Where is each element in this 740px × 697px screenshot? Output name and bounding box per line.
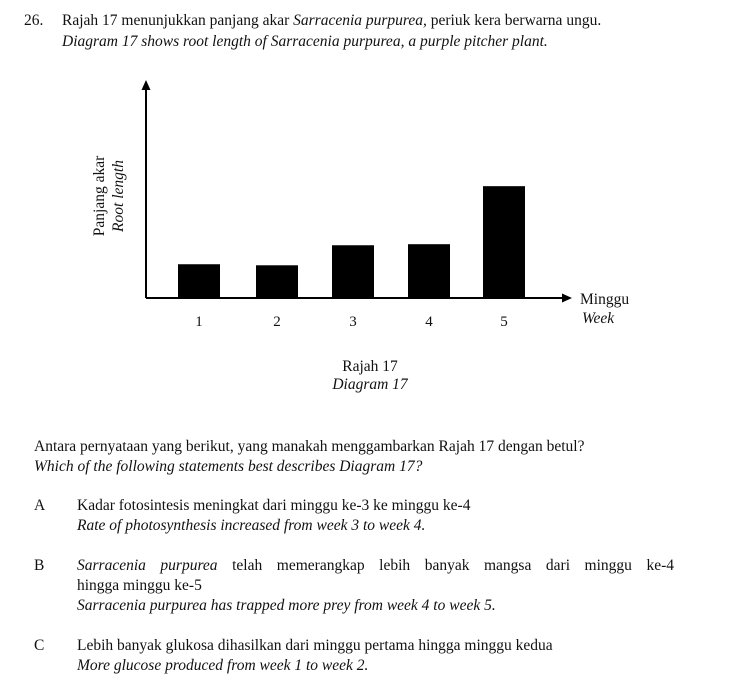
chart-tick-labels: 1 2 3 4 5 xyxy=(195,314,508,330)
x-axis-label-english: Week xyxy=(582,310,615,327)
bar-chart: 1 2 3 4 5 Minggu Week Panjang akar Root length xyxy=(91,80,629,330)
y-axis-label-english: Root length xyxy=(110,160,127,233)
option-b-letter[interactable]: B xyxy=(34,557,45,574)
option-a-letter[interactable]: A xyxy=(34,497,46,514)
option-b-english[interactable]: Sarracenia purpurea has trapped more pre… xyxy=(77,597,496,614)
x-tick-label: 5 xyxy=(500,314,508,330)
x-axis-arrowhead xyxy=(562,293,572,303)
option-a-english[interactable]: Rate of photosynthesis increased from we… xyxy=(77,517,426,534)
x-tick-label: 3 xyxy=(349,314,357,330)
bar-week-2 xyxy=(256,265,298,298)
bar-week-1 xyxy=(178,264,220,298)
species-name: Sarracenia purpurea, xyxy=(293,12,427,29)
x-tick-label: 2 xyxy=(273,314,281,330)
option-c-malay[interactable]: Lebih banyak glukosa dihasilkan dari min… xyxy=(77,637,553,654)
diagram-caption-english: Diagram 17 xyxy=(332,376,408,393)
question-stem-malay: Rajah 17 menunjukkan panjang akar Sarrac… xyxy=(62,12,601,30)
option-c-letter[interactable]: C xyxy=(34,637,45,654)
chart-bars xyxy=(178,186,525,298)
stem-prefix: Rajah 17 menunjukkan panjang akar xyxy=(62,12,294,29)
diagram-caption-malay: Rajah 17 xyxy=(342,358,398,375)
y-axis-label-malay: Panjang akar xyxy=(91,155,108,236)
prompt-malay: Antara pernyataan yang berikut, yang man… xyxy=(34,438,585,455)
bar-week-5 xyxy=(483,186,525,298)
option-b-malay-line1[interactable]: Sarracenia purpurea telah memerangkap le… xyxy=(77,557,674,575)
option-a-malay[interactable]: Kadar fotosintesis meningkat dari minggu… xyxy=(77,497,471,514)
y-axis-arrowhead xyxy=(141,80,151,90)
bar-week-3 xyxy=(332,245,374,298)
option-c-english[interactable]: More glucose produced from week 1 to wee… xyxy=(77,657,369,674)
option-b-malay-rest: telah memerangkap lebih banyak mangsa da… xyxy=(232,557,675,574)
x-tick-label: 4 xyxy=(425,314,433,330)
x-tick-label: 1 xyxy=(195,314,203,330)
option-b-malay-line2[interactable]: hingga minggu ke-5 xyxy=(77,577,202,594)
stem-suffix: periuk kera berwarna ungu. xyxy=(426,12,602,29)
question-number: 26. xyxy=(24,12,44,29)
chart-axis-labels: Minggu Week Panjang akar Root length xyxy=(91,155,629,327)
prompt-english: Which of the following statements best d… xyxy=(34,458,423,475)
x-axis-label-malay: Minggu xyxy=(580,291,629,308)
option-b-species: Sarracenia purpurea xyxy=(77,557,218,574)
question-stem-english: Diagram 17 shows root length of Sarracen… xyxy=(62,33,548,50)
bar-week-4 xyxy=(408,244,450,298)
